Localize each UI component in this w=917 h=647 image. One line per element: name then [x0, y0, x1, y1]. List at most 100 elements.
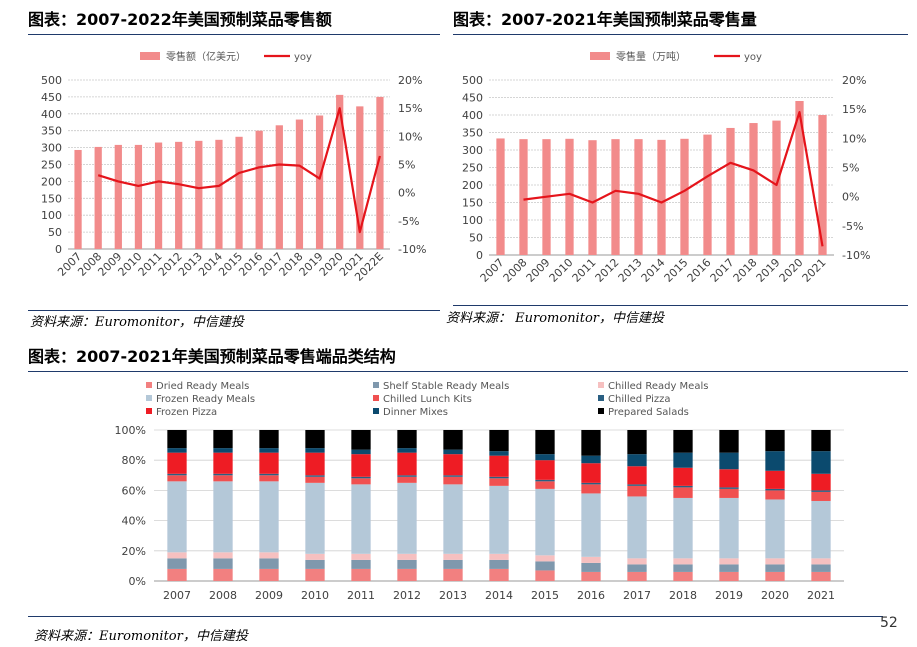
structure-legend-swatch [373, 395, 379, 401]
structure-segment [627, 430, 647, 455]
structure-x-tick: 2011 [347, 589, 375, 602]
structure-x-tick: 2009 [255, 589, 283, 602]
value-bar [235, 136, 243, 249]
structure-segment [811, 491, 831, 501]
volume-legend-label-bar: 零售量（万吨） [616, 50, 686, 63]
structure-source: 资料来源：Euromonitor，中信建投 [34, 629, 248, 644]
page-number: 52 [880, 615, 898, 631]
structure-segment [673, 485, 693, 488]
structure-segment [259, 430, 279, 449]
structure-segment [489, 430, 509, 452]
sales-value-title: 图表：2007-2022年美国预制菜品零售额 [28, 10, 332, 29]
structure-x-tick: 2015 [531, 589, 559, 602]
structure-segment [627, 564, 647, 572]
volume-x-tick: 2018 [731, 256, 760, 285]
structure-segment [443, 454, 463, 476]
volume-yoy-line [523, 111, 824, 247]
structure-segment [351, 478, 371, 485]
value-y-tick: 350 [41, 125, 62, 138]
structure-segment [213, 452, 233, 474]
volume-bar [519, 139, 528, 255]
structure-segment [305, 475, 325, 477]
structure-segment [489, 476, 509, 479]
structure-segment [489, 451, 509, 456]
value-bar [255, 130, 263, 249]
structure-segment [351, 454, 371, 477]
category-structure-chart: 0% 20% 40% 60% 80% 100% 2007 2008 2009 2010 2011 20… [115, 381, 844, 602]
volume-bar [588, 140, 597, 255]
structure-x-tick: 2017 [623, 589, 651, 602]
structure-legend-label: Chilled Ready Meals [608, 381, 708, 392]
structure-x-tick: 2020 [761, 589, 789, 602]
volume-x-tick: 2020 [777, 256, 806, 285]
structure-segment [719, 571, 739, 581]
structure-segment [535, 570, 555, 581]
volume-y-tick: 200 [462, 179, 483, 192]
structure-x-tick: 2007 [163, 589, 191, 602]
value-yoy-line [97, 107, 381, 234]
structure-segment [535, 555, 555, 562]
value-bar [295, 119, 304, 250]
volume-y-tick: 100 [462, 214, 483, 227]
structure-segment [673, 558, 693, 565]
structure-segment [535, 460, 555, 480]
value-legend-swatch-bar [140, 52, 160, 60]
volume-y-tick: 400 [462, 109, 483, 122]
structure-legend-label: Chilled Pizza [608, 394, 671, 405]
volume-legend-swatch-bar [590, 52, 610, 60]
structure-x-tick: 2008 [209, 589, 237, 602]
volume-x-tick: 2016 [685, 256, 714, 285]
structure-segment [719, 487, 739, 489]
structure-segment [581, 556, 601, 563]
volume-x-tick: 2009 [524, 256, 553, 285]
value-legend-label-bar: 零售额（亿美元） [166, 50, 246, 63]
structure-segment [213, 473, 233, 476]
volume-y-tick: 350 [462, 127, 483, 140]
value-y2-tick: 0% [398, 187, 415, 200]
value-y-tick: 50 [48, 226, 62, 239]
structure-legend-label: Chilled Lunch Kits [383, 394, 472, 405]
structure-segment [167, 452, 187, 474]
volume-legend-label-line: yoy [744, 52, 762, 63]
value-y2-tick: -10% [398, 243, 426, 256]
structure-segment [259, 558, 279, 569]
structure-segment [673, 467, 693, 486]
structure-segment [167, 430, 187, 449]
value-bar [215, 139, 223, 249]
structure-segment [673, 497, 693, 559]
structure-segment [489, 553, 509, 560]
value-bar [175, 141, 183, 249]
structure-bottom-rule [28, 616, 883, 617]
structure-title: 图表：2007-2021年美国预制菜品零售端品类结构 [28, 347, 396, 366]
structure-segment [811, 490, 831, 492]
structure-segment [443, 430, 463, 450]
structure-segment [397, 568, 417, 581]
structure-segment [443, 553, 463, 560]
value-legend-label-line: yoy [294, 52, 312, 63]
structure-segment [765, 488, 785, 491]
structure-segment [259, 568, 279, 581]
structure-x-tick: 2016 [577, 589, 605, 602]
sales-value-chart: 0 50 100 150 200 250 300 350 400 450 500 -10% -5% 0% 5… [41, 50, 426, 284]
structure-segment [535, 479, 555, 482]
volume-y2-tick: 15% [842, 103, 866, 116]
structure-segment [213, 430, 233, 449]
structure-legend-swatch [598, 395, 604, 401]
volume-y-tick: 50 [469, 232, 483, 245]
structure-segment [765, 571, 785, 581]
structure-segment [259, 481, 279, 553]
structure-segment [811, 430, 831, 452]
structure-segment [765, 470, 785, 489]
volume-bar [496, 138, 505, 255]
structure-y-tick: 100% [115, 424, 146, 437]
structure-segment [305, 553, 325, 560]
structure-segment [167, 552, 187, 559]
volume-bar [749, 123, 758, 255]
structure-segment [213, 448, 233, 453]
structure-segment [167, 558, 187, 569]
value-bar [134, 144, 143, 249]
structure-segment [581, 562, 601, 572]
structure-segment [673, 430, 693, 453]
volume-y2-tick: 0% [842, 191, 859, 204]
volume-y2-tick: -10% [842, 249, 870, 262]
